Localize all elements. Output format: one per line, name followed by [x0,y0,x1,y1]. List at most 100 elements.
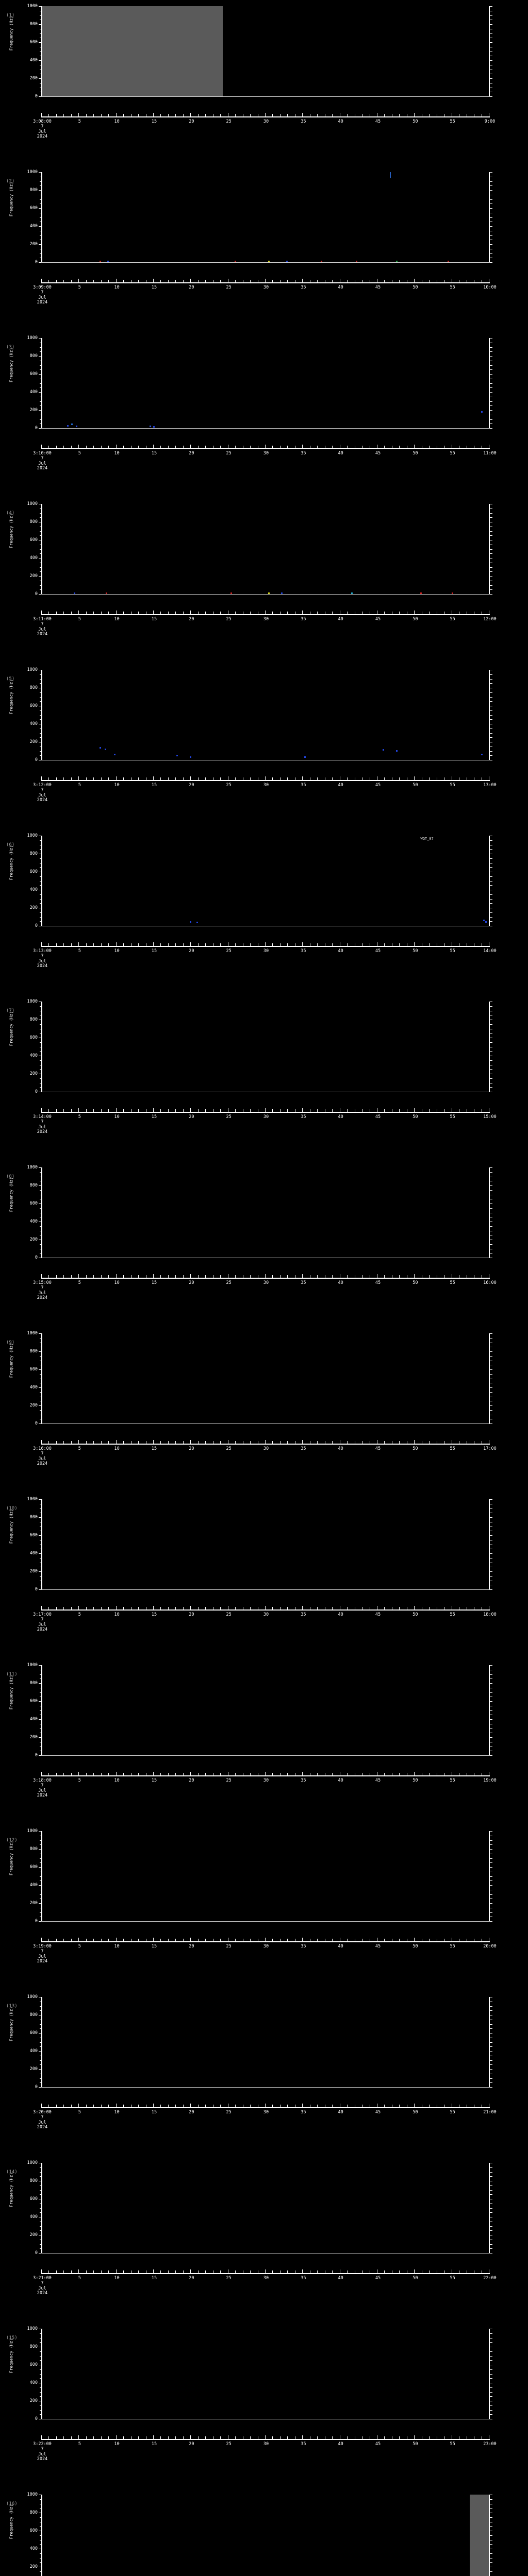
y-axis-tick [40,15,42,16]
time-axis [41,113,490,117]
y-axis-right-tick [490,1692,492,1693]
time-axis-tick [78,776,79,780]
time-axis-tick [287,114,288,116]
time-axis-tick [317,1109,318,1112]
date-day: 7 [41,1617,44,1622]
minute-value: 15 [151,2110,157,2115]
time-axis-tick-label: 30 [263,451,269,456]
minute-value: 10 [114,285,120,290]
time-axis-tick [153,1772,154,1775]
minute-value: 50 [412,2276,418,2281]
start-time: 3:15:00 [33,1280,52,1285]
minute-value: 5 [78,2276,81,2281]
plot-baseline [41,96,490,97]
y-axis-tick [40,2562,42,2563]
y-axis-tick-label: 200 [29,2398,38,2403]
y-axis-tick [40,2185,42,2186]
y-axis-tick-label: 600 [29,869,38,874]
time-axis-tick [71,777,72,780]
time-axis-tick [287,2270,288,2273]
time-axis-tick [272,1109,273,1112]
y-axis-right-tick [490,1737,492,1738]
y-axis-tick-label: 400 [29,2380,38,2385]
time-axis-tick [108,446,109,448]
minute-value: 30 [263,2442,269,2447]
time-axis-tick [272,446,273,448]
minute-value: 25 [226,1114,232,1120]
y-axis-tick [40,880,42,882]
time-axis-tick [160,2105,161,2107]
time-axis-start-label: 3:13:00 7 Jul 2024 [33,948,52,969]
time-axis-tick-label: 40 [338,1280,343,1286]
time-axis-tick [56,1773,57,1775]
y-axis-tick [40,737,42,738]
y-axis-right-tick [490,369,492,370]
time-axis-tick [302,1938,303,1941]
plot-area [42,1002,490,1092]
detection-marker [230,592,232,594]
minute-value: 45 [375,285,381,290]
y-axis-title: Frequency (Hz) [9,2504,14,2539]
y-axis-right-tick [490,2374,492,2375]
minute-value: 15 [151,1612,157,1617]
y-axis-tick [39,594,42,595]
y-axis-tick [40,1862,42,1863]
time-axis-tick [317,1441,318,1444]
time-axis-tick [183,1109,184,1112]
time-axis-tick [175,1109,176,1112]
time-axis-tick [138,2436,139,2439]
y-axis-tick [40,235,42,236]
y-axis-tick-label: 1000 [27,3,38,9]
time-axis-tick-label: 15 [152,1114,157,1120]
time-axis-tick [235,280,236,282]
time-axis-tick [205,1441,206,1444]
y-axis-tick [39,244,42,245]
detection-marker [452,592,454,594]
y-axis-right-tick [490,1665,492,1666]
time-axis-start-label: 3:18:00 7 Jul 2024 [33,1778,52,1799]
minute-value: 5 [78,2110,81,2115]
y-axis-tick [39,1333,42,1334]
y-axis-right-tick [490,2064,492,2065]
y-axis-right-tick [490,2051,492,2052]
time-axis-tick-label: 30 [263,1612,269,1618]
time-axis-tick-label: 30 [263,1280,269,1286]
minute-value: 45 [375,451,381,456]
time-axis-tick [250,943,251,946]
y-axis-tick-label: 800 [29,353,38,359]
y-axis-tick [40,1392,42,1393]
y-axis-tick [40,2410,42,2411]
time-axis-tick [272,1275,273,1278]
y-axis-tick [40,33,42,34]
y-axis-right-tick [490,2226,492,2227]
time-axis-tick [63,2270,64,2273]
detection-marker [100,747,102,749]
minute-value: 40 [338,1114,343,1120]
detection-marker [485,921,487,923]
plot-baseline [41,428,490,429]
time-axis-tick [429,777,430,780]
y-axis-right-tick [490,733,492,734]
time-axis-tick [205,612,206,614]
y-axis-right-tick [490,2351,492,2352]
time-axis-tick [414,2435,415,2439]
time-axis-tick [71,280,72,282]
spectrogram-panel: (1) Frequency (Hz) 0 200 400 600 800 1000 3:08:0… [0,0,528,166]
detection-marker [320,260,322,262]
time-axis-tick [332,1441,333,1444]
time-axis-tick [272,280,273,282]
time-axis-tick [138,1275,139,1278]
time-axis-tick [347,1441,348,1444]
time-axis-end-label: 18:00 [483,1612,497,1618]
time-axis-tick-label: 5 [78,1114,81,1120]
time-axis-tick [168,446,169,448]
y-axis-tick [40,2010,42,2011]
minute-value: 40 [338,1280,343,1285]
time-axis-tick-label: 45 [375,1612,381,1618]
detection-marker [190,921,192,923]
time-axis-tick-label: 50 [412,2276,418,2281]
minute-value: 5 [78,617,81,622]
plot-area [42,2495,490,2576]
time-axis-start-label: 3:17:00 7 Jul 2024 [33,1612,52,1633]
y-axis-tick [39,208,42,209]
